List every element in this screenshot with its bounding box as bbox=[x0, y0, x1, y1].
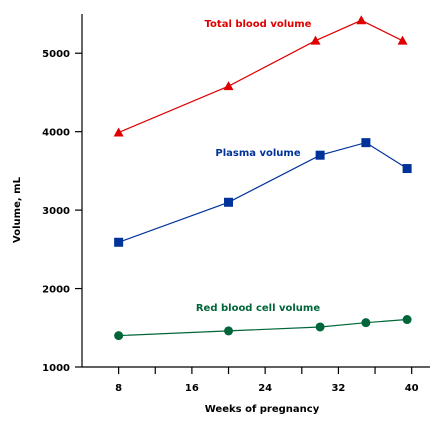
data-point bbox=[114, 237, 124, 247]
x-tick-label: 40 bbox=[405, 383, 419, 394]
data-point bbox=[315, 150, 325, 160]
data-point bbox=[114, 331, 124, 341]
x-tick-label: 16 bbox=[185, 383, 199, 394]
series-labels: Total blood volume Plasma volume Red blood… bbox=[196, 19, 320, 314]
x-tick-label: 32 bbox=[331, 383, 345, 394]
y-tick-label: 4000 bbox=[42, 128, 70, 139]
data-point bbox=[315, 322, 325, 332]
data-point bbox=[224, 326, 234, 336]
series-label: Plasma volume bbox=[215, 148, 300, 159]
series-line bbox=[118, 19, 403, 134]
data-point bbox=[402, 315, 412, 325]
data-point bbox=[361, 318, 371, 328]
series-label: Red blood cell volume bbox=[196, 303, 320, 314]
data-point bbox=[223, 81, 234, 91]
y-axis-label: Volume, mL bbox=[12, 176, 23, 243]
series-group bbox=[113, 15, 412, 341]
y-ticks: 1000 2000 3000 4000 5000 bbox=[42, 49, 82, 374]
data-point bbox=[361, 138, 371, 148]
data-point bbox=[113, 127, 124, 137]
axes bbox=[81, 14, 430, 368]
data-point bbox=[356, 15, 367, 25]
x-ticks: 8 16 24 32 40 bbox=[115, 367, 419, 394]
data-point bbox=[224, 197, 234, 207]
data-point bbox=[397, 35, 408, 45]
series-triangle bbox=[113, 15, 408, 137]
data-point bbox=[402, 164, 412, 174]
y-tick-label: 3000 bbox=[42, 206, 70, 217]
series-circle bbox=[114, 315, 412, 341]
series-label: Total blood volume bbox=[205, 19, 312, 30]
y-tick-label: 5000 bbox=[42, 49, 70, 60]
series-square bbox=[114, 138, 412, 247]
x-tick-label: 24 bbox=[258, 383, 272, 394]
data-point bbox=[310, 35, 321, 45]
y-tick-label: 2000 bbox=[42, 285, 70, 296]
x-axis-label: Weeks of pregnancy bbox=[205, 404, 320, 415]
x-tick-label: 8 bbox=[115, 383, 122, 394]
y-tick-label: 1000 bbox=[42, 363, 70, 374]
